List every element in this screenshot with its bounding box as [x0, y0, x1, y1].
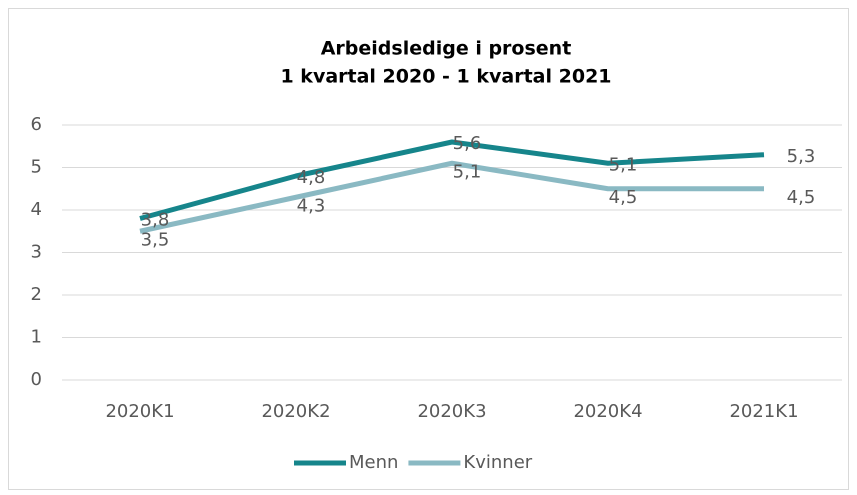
y-tick-label: 1 — [31, 327, 42, 348]
data-label: 5,3 — [787, 146, 816, 167]
y-tick-label: 6 — [31, 114, 42, 135]
data-label: 3,5 — [141, 229, 170, 250]
y-tick-label: 0 — [31, 369, 42, 390]
chart-title: 1 kvartal 2020 - 1 kvartal 2021 — [280, 66, 611, 88]
series-line — [139, 160, 764, 234]
data-label: 5,6 — [453, 133, 482, 154]
x-tick-label: 2020K3 — [417, 401, 486, 422]
data-label: 4,5 — [787, 187, 816, 208]
y-tick-label: 4 — [31, 199, 42, 220]
data-label: 5,1 — [609, 154, 638, 175]
data-label: 5,1 — [453, 161, 482, 182]
data-label: 3,8 — [141, 210, 170, 231]
legend-label: Menn — [349, 452, 398, 473]
data-label: 4,8 — [297, 167, 326, 188]
chart-frame — [8, 8, 849, 490]
data-label: 4,3 — [297, 195, 326, 216]
x-tick-label: 2021K1 — [729, 401, 798, 422]
series-line — [139, 139, 765, 221]
data-label: 4,5 — [609, 187, 638, 208]
legend-label: Kvinner — [463, 452, 532, 473]
y-tick-label: 3 — [31, 242, 42, 263]
chart-title: Arbeidsledige i prosent — [321, 38, 572, 60]
x-tick-label: 2020K2 — [261, 401, 330, 422]
y-tick-label: 5 — [31, 157, 42, 178]
y-tick-label: 2 — [31, 284, 42, 305]
x-tick-label: 2020K1 — [105, 401, 174, 422]
x-tick-label: 2020K4 — [573, 401, 642, 422]
